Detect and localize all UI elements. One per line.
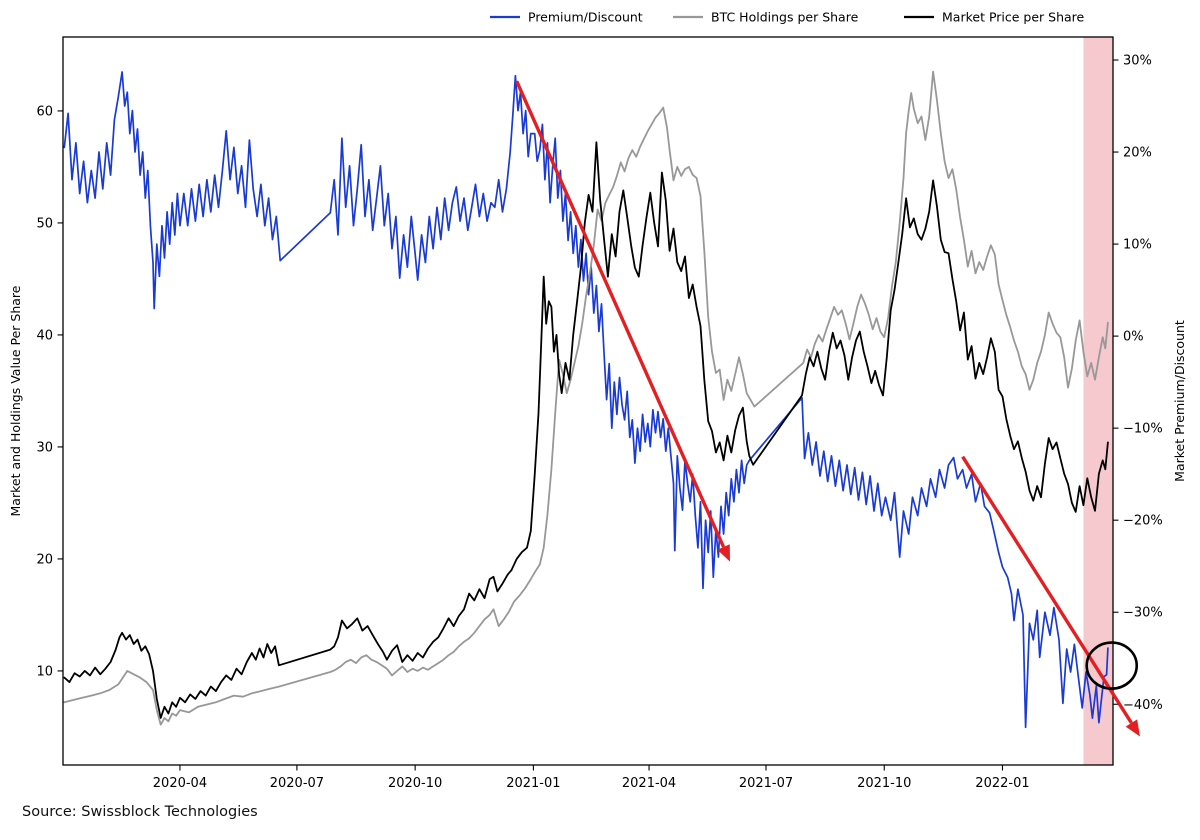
left-tick-label: 40 <box>36 328 53 343</box>
right-tick-label: −20% <box>1123 514 1163 529</box>
x-tick-label: 2021-07 <box>739 776 793 791</box>
x-tick-label: 2022-01 <box>975 776 1029 791</box>
right-tick-label: 0% <box>1123 330 1144 345</box>
left-axis-title: Market and Holdings Value Per Share <box>8 285 23 516</box>
series-line-premium-discount <box>63 71 1109 729</box>
trend-arrow-1-shaft <box>515 80 726 548</box>
trend-arrow-2-head <box>1125 719 1140 737</box>
left-tick-label: 60 <box>36 104 53 119</box>
x-tick-label: 2021-04 <box>622 776 676 791</box>
left-tick-label: 10 <box>36 664 53 679</box>
circle-annotation <box>1085 641 1139 690</box>
legend-label-premium-discount: Premium/Discount <box>528 10 643 25</box>
x-tick-label: 2021-01 <box>506 776 560 791</box>
right-tick-label: −40% <box>1123 698 1163 713</box>
right-tick-label: −10% <box>1123 422 1163 437</box>
legend-label-market-price-per-share: Market Price per Share <box>942 10 1085 25</box>
plot-border <box>62 36 1114 766</box>
x-tick-label: 2020-04 <box>153 776 207 791</box>
left-tick-label: 30 <box>36 440 53 455</box>
right-tick-label: 10% <box>1123 238 1152 253</box>
series-line-btc-holdings-per-share <box>63 70 1109 726</box>
right-tick-label: −30% <box>1123 606 1163 621</box>
right-tick-label: 20% <box>1123 146 1152 161</box>
right-tick-label: 30% <box>1123 54 1152 69</box>
source-note: Source: Swissblock Technologies <box>22 804 258 820</box>
series-line-market-price-per-share <box>63 141 1109 719</box>
right-axis-title: Market Premium/Discount <box>1172 320 1187 482</box>
legend-label-btc-holdings-per-share: BTC Holdings per Share <box>711 10 859 25</box>
trend-arrow-2-shaft <box>961 455 1133 724</box>
x-tick-label: 2020-07 <box>270 776 324 791</box>
x-tick-label: 2020-10 <box>388 776 442 791</box>
left-tick-label: 50 <box>36 216 53 231</box>
trend-arrow-1-head <box>717 544 731 562</box>
x-tick-label: 2021-10 <box>857 776 911 791</box>
left-tick-label: 20 <box>36 552 53 567</box>
